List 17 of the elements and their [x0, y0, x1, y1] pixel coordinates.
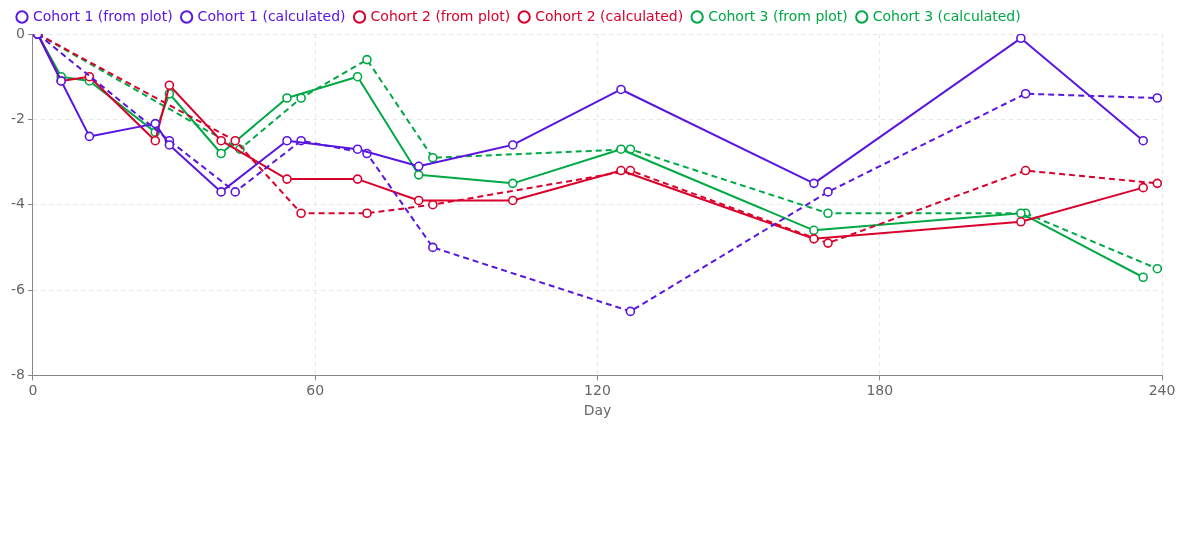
x-tick-label: 240 [1148, 382, 1176, 399]
legend-label: Cohort 2 (calculated) [535, 7, 684, 24]
legend-label: Cohort 3 (from plot) [708, 7, 848, 24]
x-axis-title: Day [583, 402, 612, 419]
x-tick-label: 60 [306, 382, 325, 399]
y-tick-label: -4 [10, 195, 26, 212]
y-tick-label: -6 [10, 280, 26, 297]
y-tick-label: -2 [10, 109, 25, 126]
legend-label: Cohort 3 (calculated) [872, 7, 1021, 24]
y-tick-label: 0 [16, 24, 25, 41]
x-tick-label: 0 [28, 382, 38, 399]
x-tick-label: 120 [584, 382, 611, 399]
legend-label: Cohort 2 (from plot) [370, 7, 511, 24]
legend-label: Cohort 1 (calculated) [197, 7, 346, 24]
legend-label: Cohort 1 (from plot) [33, 7, 173, 24]
y-tick-label: -8 [10, 366, 25, 383]
x-tick-label: 180 [866, 382, 894, 399]
